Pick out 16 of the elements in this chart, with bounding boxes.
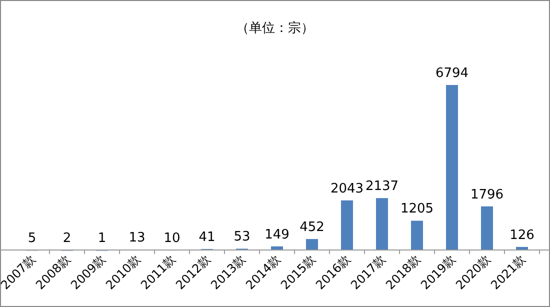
- data-label: 41: [198, 230, 216, 246]
- data-label: 2043: [330, 181, 364, 196]
- data-label: 2137: [365, 179, 399, 194]
- data-label: 53: [234, 230, 250, 245]
- data-label: 1: [98, 230, 106, 246]
- data-label: 149: [264, 227, 290, 242]
- data-label: 13: [128, 230, 146, 246]
- data-label: 1205: [400, 202, 434, 217]
- data-label: 1796: [470, 187, 504, 202]
- data-label: 10: [164, 230, 180, 246]
- data-label: 452: [300, 220, 324, 236]
- data-label: 126: [510, 228, 534, 243]
- data-label: 2: [62, 230, 72, 246]
- data-label: 5: [28, 230, 36, 246]
- chart-subtitle: （单位：宗）: [236, 20, 314, 36]
- data-label: 6794: [435, 66, 469, 81]
